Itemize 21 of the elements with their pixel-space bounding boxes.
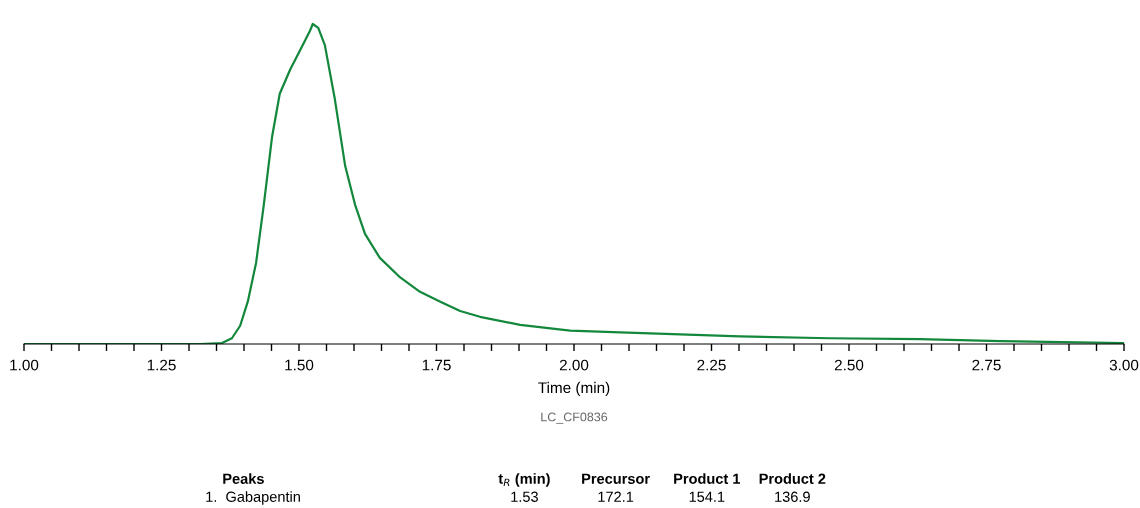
- x-tick-label: 2.75: [972, 359, 1001, 371]
- text: t$_{R}$ (min): [498, 473, 550, 487]
- x-axis-title: Time (min): [538, 381, 610, 397]
- x-tick-label: 2.25: [697, 359, 726, 371]
- x-tick-label: 2.00: [559, 359, 589, 371]
- x-tick-label: 1.25: [147, 359, 176, 371]
- text: Product 2: [759, 473, 826, 484]
- text: 1.53: [511, 491, 538, 502]
- x-tick-label: 3.00: [1109, 359, 1139, 371]
- text: LC_CF0836: [541, 412, 608, 424]
- text: 172.1: [598, 491, 634, 502]
- x-tick-label: 1.00: [10, 359, 39, 371]
- text: 136.9: [775, 491, 810, 502]
- x-tick-label: 1.50: [285, 359, 314, 371]
- text: Precursor: [582, 473, 650, 484]
- text: 1. Gabapentin: [206, 491, 300, 505]
- text: Product 1: [674, 473, 741, 484]
- text: 154.1: [689, 491, 725, 502]
- text: Peaks: [223, 473, 264, 484]
- x-tick-label: 2.50: [834, 359, 864, 371]
- x-tick-label: 1.75: [422, 359, 451, 371]
